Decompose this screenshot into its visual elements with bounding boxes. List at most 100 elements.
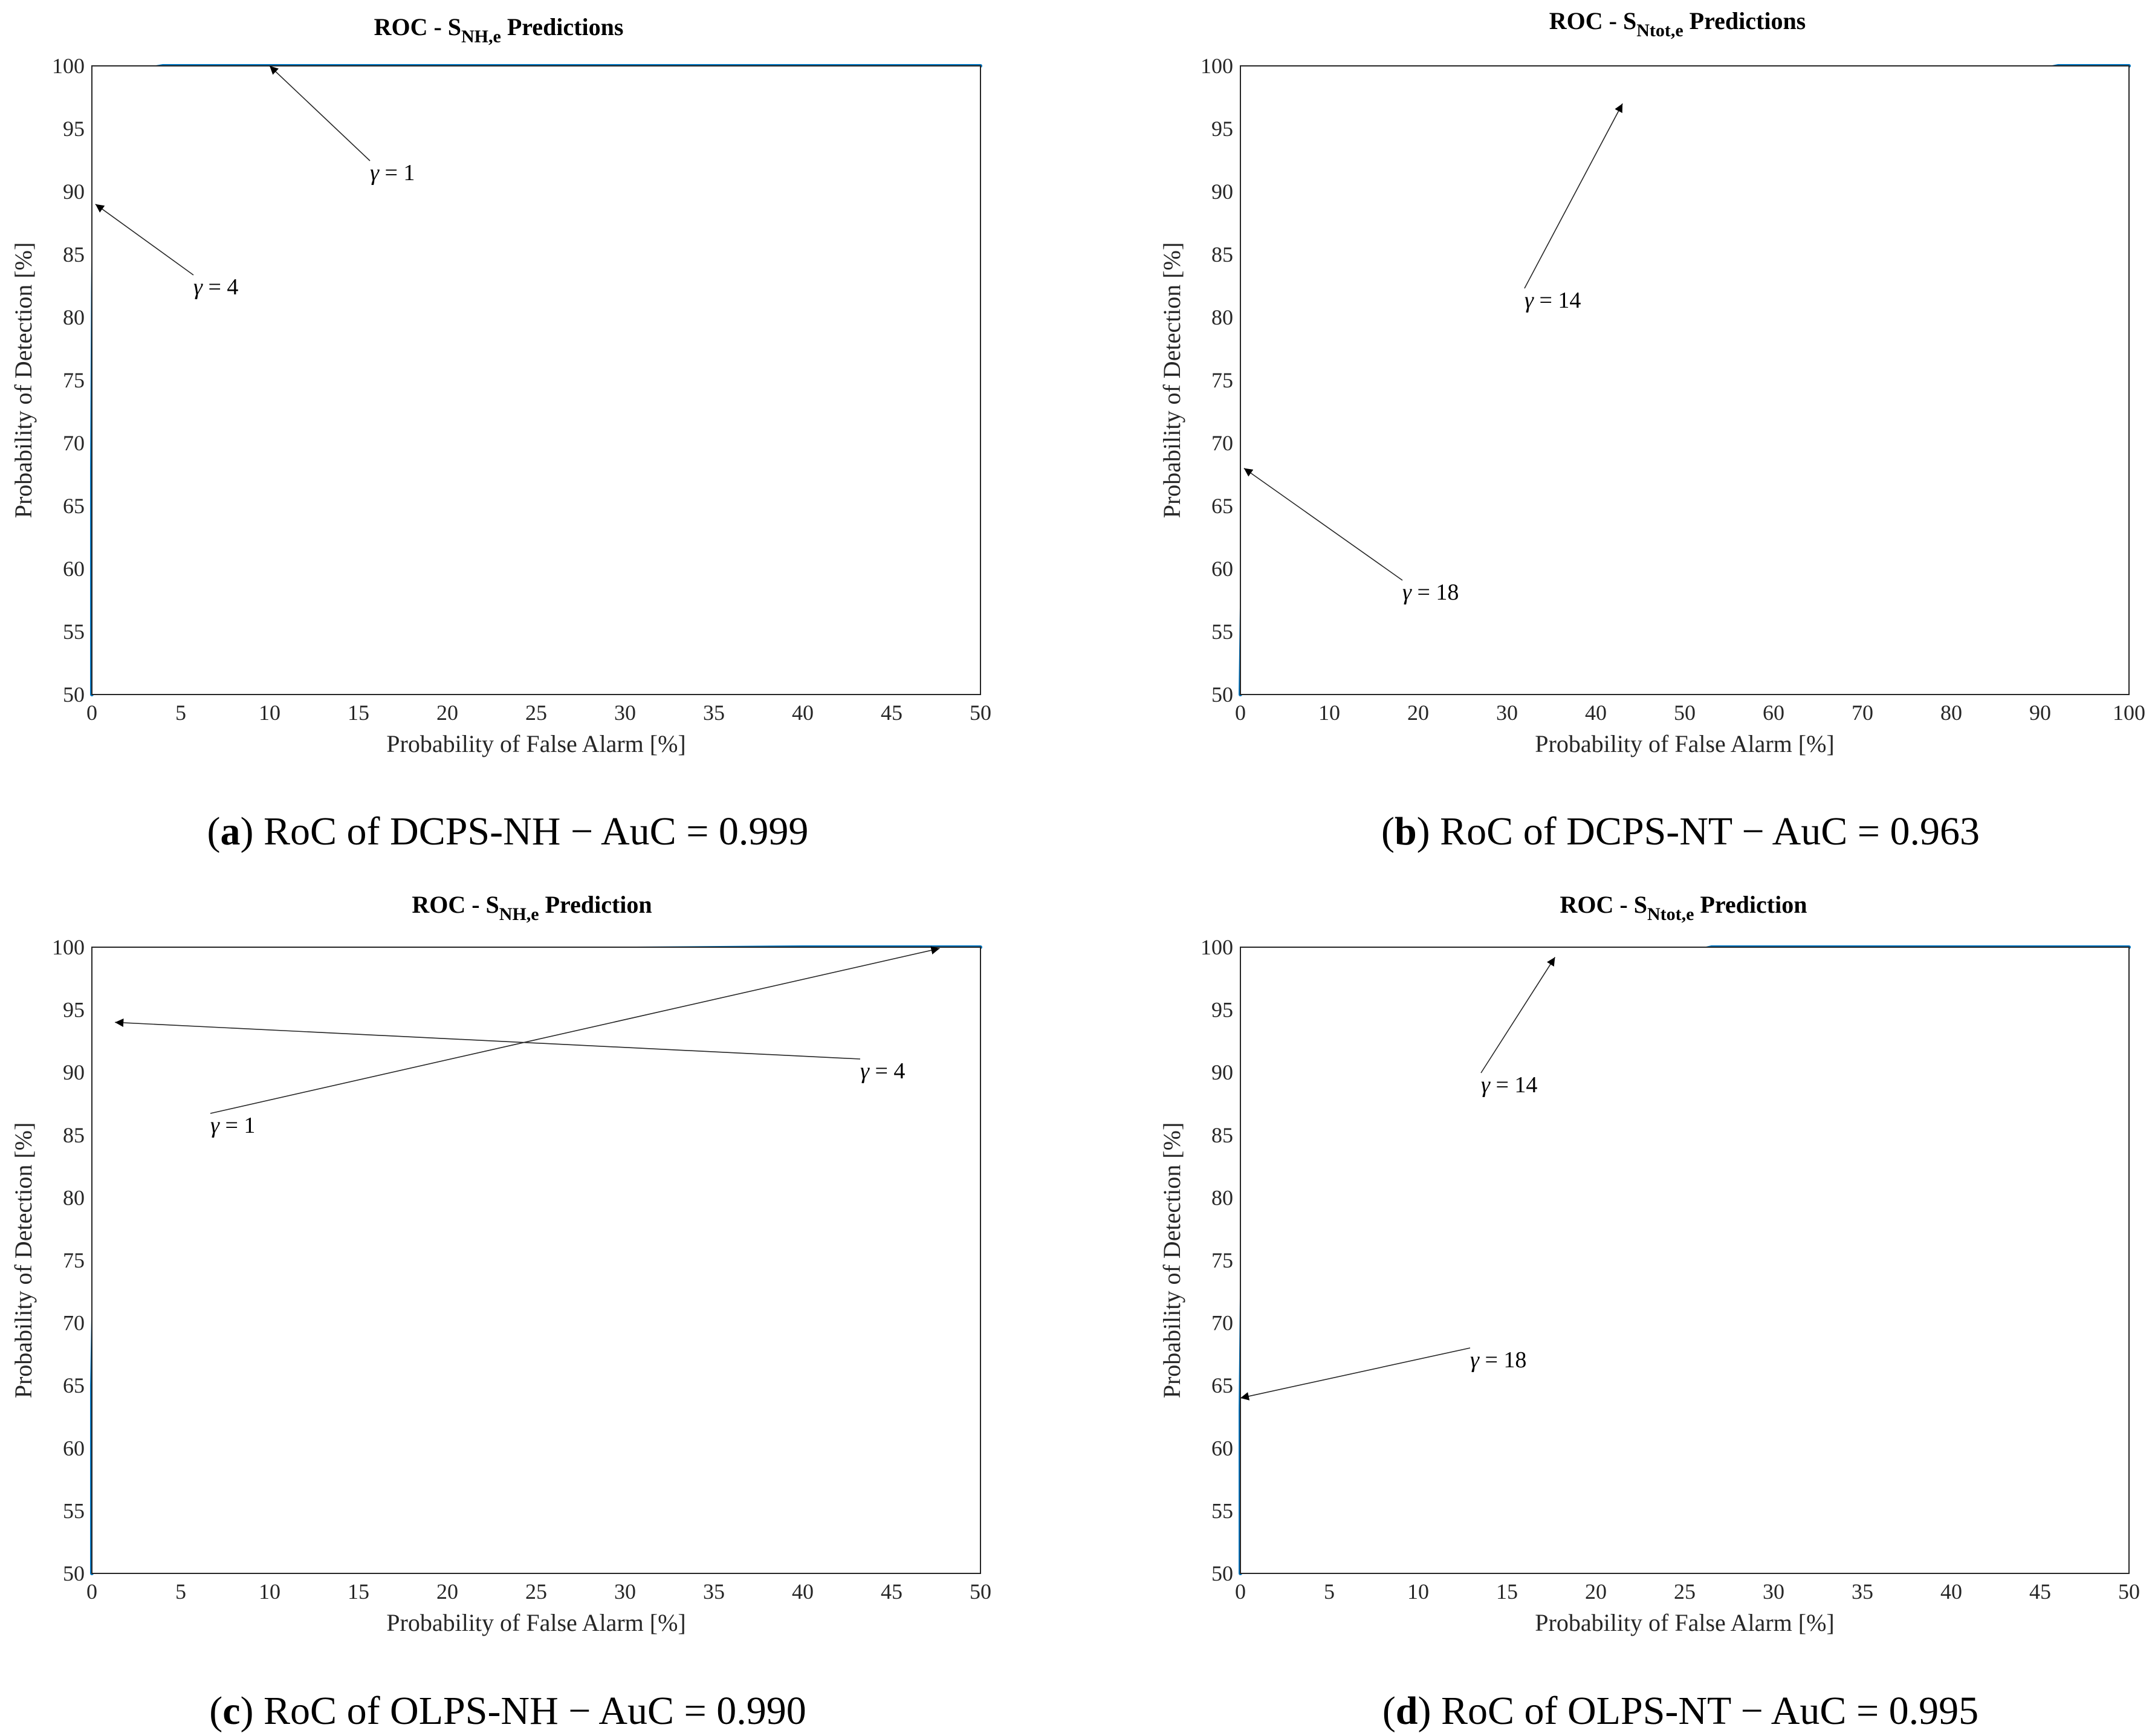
panel-a-title: ROC - SNH,e Predictions (374, 13, 624, 47)
y-tick-label: 80 (63, 305, 85, 329)
axes-box (91, 65, 981, 695)
panel-a: 0 5 10 15 20 25 30 35 40 45 50 50 55 60 65 70 75 80 85 90 95… (10, 13, 991, 853)
x-tick-label: 0 (86, 1579, 97, 1604)
x-tick-label: 20 (436, 1579, 458, 1604)
panel-c-axes: 0 5 10 15 20 25 30 35 40 45 50 50 55 60 65 70 75 80 85 90 95… (10, 935, 991, 1636)
y-tick-label: 70 (1211, 431, 1233, 455)
annotation-arrow (1240, 1347, 1471, 1401)
x-axis-label: Probability of False Alarm [%] (386, 730, 685, 757)
annotation-label: γ = 1 (370, 160, 415, 186)
x-tick-label: 10 (1407, 1579, 1429, 1604)
panel-b-title: ROC - SNtot,e Predictions (1549, 7, 1806, 40)
x-tick-label: 35 (703, 1579, 725, 1604)
annotation-label: γ = 14 (1481, 1072, 1537, 1098)
y-tick-label: 50 (1211, 1561, 1233, 1585)
x-tick-label: 15 (348, 701, 369, 725)
y-axis-label: Probability of Detection [%] (10, 242, 37, 519)
panel-a-caption: (a) RoC of DCPS-NH − AuC = 0.999 (207, 809, 809, 853)
annotation-arrow (115, 1019, 861, 1060)
panel-b-axes: 0 10 20 30 40 50 60 70 80 90 100 50 55 60 65 70 75 80 85 90… (1158, 54, 2145, 757)
annotation-arrow (210, 946, 940, 1114)
panel-b-caption: (b) RoC of DCPS-NT − AuC = 0.963 (1381, 809, 1980, 853)
y-tick-label: 55 (1211, 1498, 1233, 1523)
y-axis-label: Probability of Detection [%] (1158, 242, 1185, 519)
x-tick-label: 0 (1235, 1579, 1246, 1604)
annotation-arrow (1480, 957, 1556, 1074)
annotation-label: γ = 18 (1470, 1347, 1526, 1373)
y-tick-label: 70 (63, 1311, 85, 1335)
x-tick-label: 0 (1235, 701, 1246, 725)
annotation-label: γ = 1 (210, 1113, 255, 1138)
panel-d-caption: (d) RoC of OLPS-NT − AuC = 0.995 (1382, 1689, 1978, 1733)
x-tick-label: 30 (614, 701, 636, 725)
y-tick-label: 55 (63, 1498, 85, 1523)
y-tick-label: 65 (1211, 494, 1233, 518)
panel-d-title: ROC - SNtot,e Prediction (1560, 891, 1807, 924)
x-tick-label: 5 (175, 1579, 186, 1604)
x-tick-label: 15 (348, 1579, 369, 1604)
panel-c-title: ROC - SNH,e Prediction (412, 891, 652, 924)
x-axis-label: Probability of False Alarm [%] (1535, 730, 1834, 757)
x-tick-label: 25 (525, 1579, 547, 1604)
annotation-arrow (269, 65, 371, 161)
panel-c-caption: (c) RoC of OLPS-NH − AuC = 0.990 (209, 1689, 806, 1733)
panel-c: 0 5 10 15 20 25 30 35 40 45 50 50 55 60 65 70 75 80 85 90 95… (10, 891, 991, 1733)
annotation-label: γ = 4 (860, 1058, 905, 1084)
x-tick-label: 40 (1585, 701, 1607, 725)
x-tick-label: 35 (703, 701, 725, 725)
y-tick-label: 60 (1211, 557, 1233, 581)
y-tick-label: 95 (1211, 117, 1233, 141)
x-tick-label: 25 (1674, 1579, 1696, 1604)
y-tick-label: 85 (63, 1123, 85, 1147)
x-tick-label: 20 (1585, 1579, 1607, 1604)
y-tick-label: 85 (1211, 1123, 1233, 1147)
y-tick-label: 100 (1201, 54, 1233, 78)
annotation-label: γ = 4 (193, 274, 238, 300)
x-tick-label: 30 (1496, 701, 1518, 725)
x-tick-label: 45 (881, 701, 903, 725)
y-tick-label: 65 (63, 494, 85, 518)
x-tick-label: 10 (259, 701, 280, 725)
x-tick-label: 100 (2113, 701, 2145, 725)
x-tick-label: 35 (1852, 1579, 1873, 1604)
y-tick-label: 95 (63, 998, 85, 1022)
y-tick-label: 100 (1201, 935, 1233, 959)
y-tick-label: 65 (63, 1373, 85, 1398)
y-tick-label: 55 (1211, 620, 1233, 644)
x-tick-label: 50 (970, 1579, 991, 1604)
x-tick-label: 40 (792, 1579, 814, 1604)
x-tick-label: 10 (1318, 701, 1340, 725)
x-tick-label: 80 (1940, 701, 1962, 725)
x-tick-label: 45 (881, 1579, 903, 1604)
y-tick-label: 90 (63, 180, 85, 204)
y-tick-label: 85 (1211, 242, 1233, 267)
axes-box (1240, 65, 2130, 695)
x-tick-label: 50 (970, 701, 991, 725)
x-axis-label: Probability of False Alarm [%] (386, 1609, 685, 1636)
annotation-label: γ = 14 (1525, 288, 1581, 313)
x-tick-label: 70 (1852, 701, 1873, 725)
x-tick-label: 5 (1324, 1579, 1335, 1604)
x-tick-label: 90 (2029, 701, 2051, 725)
axes-box (91, 947, 981, 1574)
y-tick-label: 50 (63, 682, 85, 707)
x-tick-label: 30 (1763, 1579, 1784, 1604)
x-axis-label: Probability of False Alarm [%] (1535, 1609, 1834, 1636)
annotation-arrow (95, 204, 194, 276)
x-tick-label: 20 (436, 701, 458, 725)
panel-d-axes: 0 5 10 15 20 25 30 35 40 45 50 50 55 60 65 70 75 80 85 90 95… (1158, 935, 2140, 1636)
y-tick-label: 75 (1211, 368, 1233, 392)
x-tick-label: 5 (175, 701, 186, 725)
x-tick-label: 40 (1940, 1579, 1962, 1604)
x-tick-label: 50 (1674, 701, 1696, 725)
panel-a-axes: 0 5 10 15 20 25 30 35 40 45 50 50 55 60 65 70 75 80 85 90 95… (10, 54, 991, 757)
y-tick-label: 75 (1211, 1248, 1233, 1272)
x-tick-label: 50 (2118, 1579, 2140, 1604)
y-tick-label: 60 (63, 557, 85, 581)
annotation-label: γ = 18 (1402, 580, 1459, 605)
x-tick-label: 10 (259, 1579, 280, 1604)
axes-box (1240, 947, 2130, 1574)
y-tick-label: 60 (63, 1436, 85, 1460)
y-tick-label: 75 (63, 368, 85, 392)
x-tick-label: 0 (86, 701, 97, 725)
